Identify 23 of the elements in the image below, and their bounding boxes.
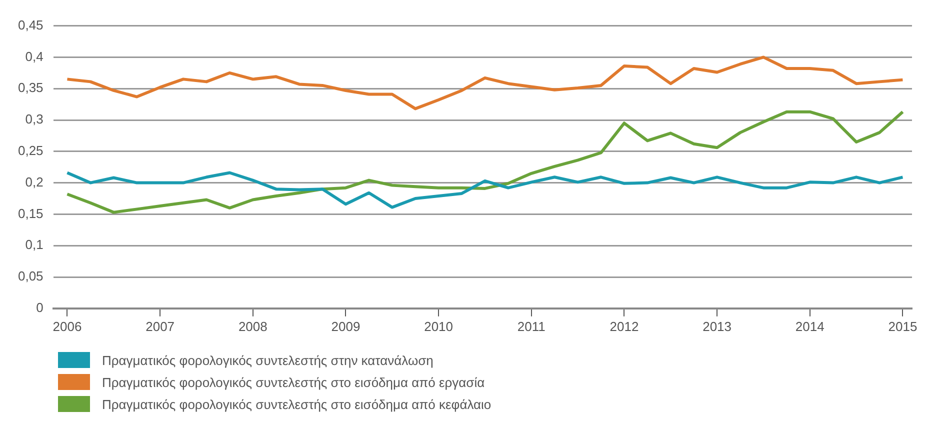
y-tick-label: 0,1 xyxy=(25,237,44,252)
x-tick-label: 2011 xyxy=(517,318,546,334)
x-tick-label: 2006 xyxy=(52,318,82,334)
x-tick-label: 2012 xyxy=(610,318,639,334)
y-tick-label: 0 xyxy=(36,300,44,315)
x-tick-label: 2010 xyxy=(424,318,454,334)
y-tick-label: 0,35 xyxy=(18,80,44,96)
x-tick-label: 2007 xyxy=(146,318,175,334)
legend-label: Πραγματικός φορολογικός συντελεστής στο εισόδημα από κεφάλαιο xyxy=(102,396,492,412)
y-tick-label: 0,45 xyxy=(18,17,44,32)
x-tick-label: 2013 xyxy=(702,318,732,334)
legend-label: Πραγματικός φορολογικός συντελεστής στο εισόδημα από εργασία xyxy=(102,374,485,390)
x-tick-label: 2009 xyxy=(331,318,360,334)
y-tick-label: 0,15 xyxy=(18,206,44,221)
y-tick-label: 0,3 xyxy=(25,112,44,127)
y-tick-label: 0,4 xyxy=(25,48,44,64)
y-tick-label: 0,2 xyxy=(25,174,44,190)
x-tick-label: 2008 xyxy=(238,318,268,334)
legend-label: Πραγματικός φορολογικός συντελεστής στην κατανάλωση xyxy=(102,352,434,368)
y-tick-label: 0,05 xyxy=(18,268,44,284)
y-tick-label: 0,25 xyxy=(18,142,44,158)
x-tick-label: 2015 xyxy=(888,318,918,334)
x-tick-label: 2014 xyxy=(795,318,824,334)
